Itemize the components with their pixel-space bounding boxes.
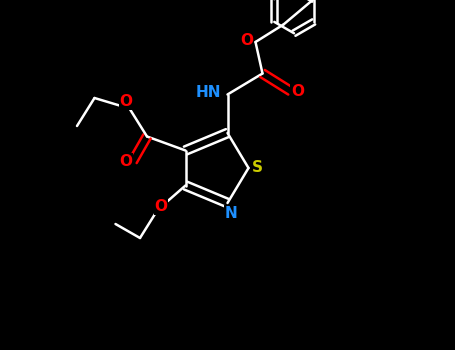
Text: O: O bbox=[120, 154, 132, 168]
Text: O: O bbox=[291, 84, 304, 98]
Text: O: O bbox=[155, 199, 167, 214]
Text: O: O bbox=[240, 33, 253, 48]
Text: O: O bbox=[120, 94, 132, 109]
Text: S: S bbox=[252, 161, 263, 175]
Text: HN: HN bbox=[196, 85, 221, 100]
Text: N: N bbox=[225, 206, 238, 221]
